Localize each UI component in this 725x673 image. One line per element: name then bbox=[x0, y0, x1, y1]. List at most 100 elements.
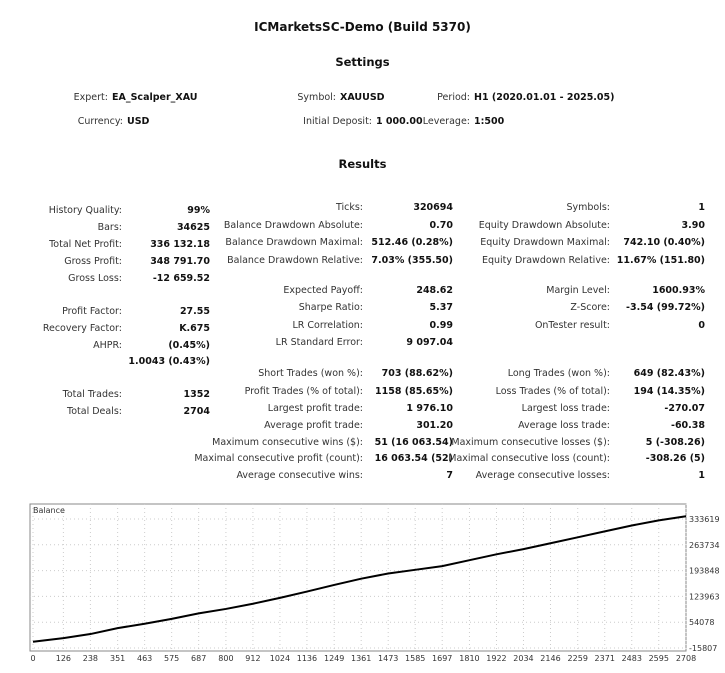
result-label: Bars: bbox=[97, 222, 122, 233]
settings-label: Expert: bbox=[73, 92, 108, 103]
result-value: -308.26 (5) bbox=[645, 453, 705, 464]
result-value: 0.70 bbox=[429, 220, 453, 231]
result-value: 0.99 bbox=[429, 320, 453, 331]
settings-value: EA_Scalper_XAU bbox=[112, 92, 198, 103]
result-label: Largest profit trade: bbox=[267, 403, 363, 414]
result-label: Average consecutive losses: bbox=[475, 470, 610, 481]
result-value: 2704 bbox=[183, 406, 210, 417]
settings-value: 1:500 bbox=[474, 116, 505, 127]
result-value: 27.55 bbox=[179, 306, 210, 317]
balance-line bbox=[32, 515, 687, 643]
result-value: 5.37 bbox=[429, 302, 453, 313]
x-tick-label: 238 bbox=[83, 654, 98, 663]
result-value: -12 659.52 bbox=[152, 273, 210, 284]
settings-value: 1 000.00 bbox=[376, 116, 423, 127]
result-label: OnTester result: bbox=[534, 320, 610, 331]
x-tick-label: 2034 bbox=[513, 654, 533, 663]
result-value: 1 976.10 bbox=[406, 403, 453, 414]
x-tick-label: 2708 bbox=[676, 654, 696, 663]
settings-label: Currency: bbox=[77, 116, 123, 127]
result-label: Maximal consecutive profit (count): bbox=[194, 453, 363, 464]
y-tick-label: -15807 bbox=[689, 644, 717, 653]
result-value: 51 (16 063.54) bbox=[374, 437, 453, 448]
result-value: 1158 (85.65%) bbox=[375, 386, 453, 397]
settings-label: Leverage: bbox=[422, 116, 470, 127]
x-tick-label: 1810 bbox=[459, 654, 479, 663]
result-value: 703 (88.62%) bbox=[381, 368, 453, 379]
result-label: LR Correlation: bbox=[292, 320, 364, 331]
y-tick-label: 54078 bbox=[689, 618, 714, 627]
result-label: Average profit trade: bbox=[264, 420, 363, 431]
result-value: 5 (-308.26) bbox=[645, 437, 705, 448]
x-tick-label: 2483 bbox=[622, 654, 642, 663]
result-label: AHPR: bbox=[93, 340, 122, 351]
report-title: ICMarketsSC-Demo (Build 5370) bbox=[254, 20, 471, 34]
result-label: Z-Score: bbox=[570, 302, 610, 313]
result-value: 16 063.54 (52) bbox=[374, 453, 453, 464]
settings-label: Symbol: bbox=[297, 92, 336, 103]
result-value: 1600.93% bbox=[652, 285, 705, 296]
chart-frame bbox=[29, 503, 687, 652]
x-tick-label: 1136 bbox=[297, 654, 317, 663]
x-tick-label: 687 bbox=[191, 654, 206, 663]
result-value: -270.07 bbox=[664, 403, 705, 414]
result-value: 301.20 bbox=[416, 420, 453, 431]
settings-label: Initial Deposit: bbox=[303, 116, 372, 127]
chart-title: Balance bbox=[33, 506, 65, 515]
result-label: Total Net Profit: bbox=[49, 239, 122, 250]
result-value: 1352 bbox=[183, 389, 210, 400]
result-label: Expected Payoff: bbox=[283, 285, 363, 296]
x-tick-label: 1473 bbox=[378, 654, 398, 663]
result-label: Loss Trades (% of total): bbox=[495, 386, 610, 397]
result-value: 7 bbox=[446, 470, 453, 481]
result-value: 512.46 (0.28%) bbox=[371, 237, 453, 248]
settings-value: USD bbox=[127, 116, 150, 127]
settings-value: H1 (2020.01.01 - 2025.05) bbox=[474, 92, 615, 103]
result-value: 1.0043 (0.43%) bbox=[128, 356, 210, 367]
x-tick-label: 2371 bbox=[595, 654, 615, 663]
result-value: 194 (14.35%) bbox=[633, 386, 705, 397]
x-tick-label: 912 bbox=[245, 654, 260, 663]
result-label: Equity Drawdown Absolute: bbox=[478, 220, 610, 231]
result-label: Symbols: bbox=[566, 202, 610, 213]
result-label: Short Trades (won %): bbox=[258, 368, 363, 379]
x-tick-label: 463 bbox=[137, 654, 152, 663]
result-label: Profit Trades (% of total): bbox=[244, 386, 363, 397]
result-label: Profit Factor: bbox=[62, 306, 122, 317]
result-value: 3.90 bbox=[681, 220, 705, 231]
x-tick-label: 0 bbox=[30, 654, 35, 663]
result-label: Maximal consecutive loss (count): bbox=[448, 453, 610, 464]
result-value: 742.10 (0.40%) bbox=[623, 237, 705, 248]
settings-value: XAUUSD bbox=[340, 92, 385, 103]
result-label: Ticks: bbox=[335, 202, 363, 213]
result-label: Long Trades (won %): bbox=[507, 368, 610, 379]
y-tick-label: 263734 bbox=[689, 541, 720, 550]
result-value: -60.38 bbox=[671, 420, 705, 431]
result-label: Total Trades: bbox=[62, 389, 122, 400]
y-tick-label: 123963 bbox=[689, 592, 720, 601]
result-value: (0.45%) bbox=[168, 340, 210, 351]
y-tick-label: 333619 bbox=[689, 515, 720, 524]
x-tick-label: 1922 bbox=[486, 654, 506, 663]
result-value: 0 bbox=[698, 320, 705, 331]
x-tick-label: 1697 bbox=[432, 654, 452, 663]
result-value: K.675 bbox=[179, 323, 210, 334]
result-value: 248.62 bbox=[416, 285, 453, 296]
result-value: 9 097.04 bbox=[406, 337, 453, 348]
x-tick-label: 1249 bbox=[324, 654, 344, 663]
result-value: -3.54 (99.72%) bbox=[626, 302, 705, 313]
result-label: Balance Drawdown Relative: bbox=[227, 255, 363, 266]
result-value: 7.03% (355.50) bbox=[371, 255, 453, 266]
result-value: 320694 bbox=[413, 202, 453, 213]
x-tick-label: 800 bbox=[218, 654, 233, 663]
result-value: 1 bbox=[698, 470, 705, 481]
results-heading: Results bbox=[338, 157, 387, 171]
result-label: LR Standard Error: bbox=[275, 337, 363, 348]
balance-chart: 0 126 238 351 463 575 687 800 912 1024 1136 1249 136… bbox=[29, 503, 720, 663]
x-tick-label: 1024 bbox=[270, 654, 290, 663]
x-tick-label: 1585 bbox=[405, 654, 425, 663]
result-label: Average consecutive wins: bbox=[236, 470, 363, 481]
settings-label: Period: bbox=[437, 92, 470, 103]
result-value: 11.67% (151.80) bbox=[616, 255, 705, 266]
